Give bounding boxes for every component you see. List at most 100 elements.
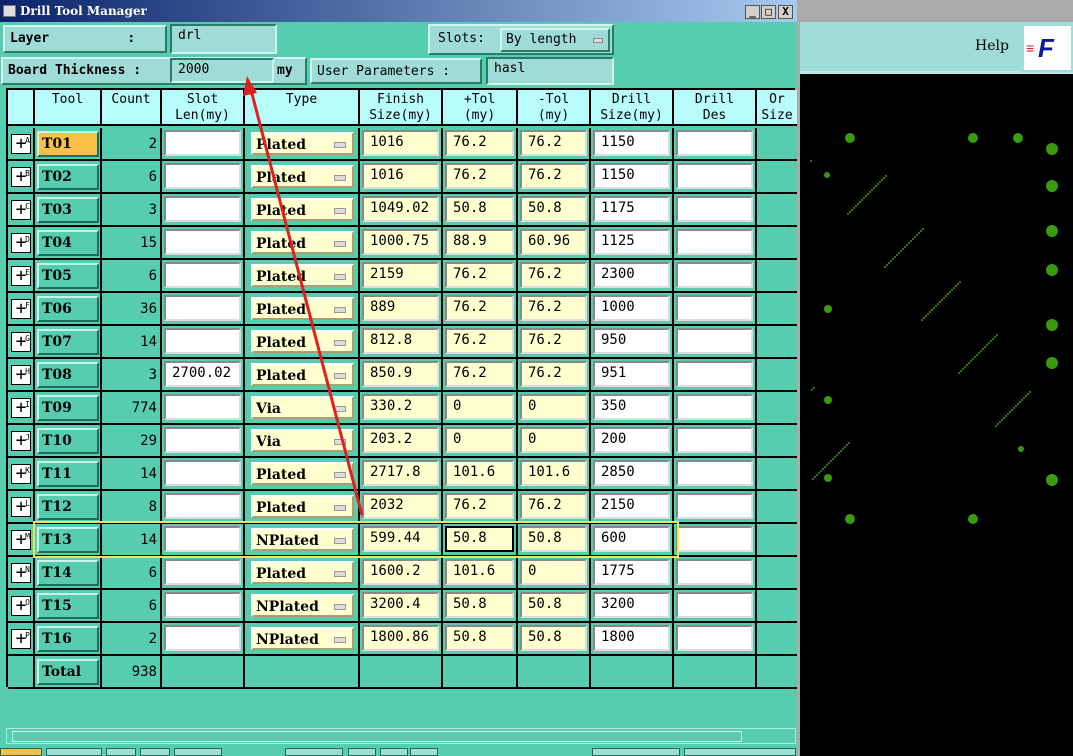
ptol-field[interactable]: 50.8 — [445, 196, 514, 222]
expand-row-icon[interactable]: + E — [11, 266, 31, 286]
finish-field[interactable]: 330.2 — [362, 394, 439, 420]
type-dropdown[interactable]: Plated — [251, 330, 354, 353]
slot-field[interactable] — [164, 394, 241, 420]
expand-row-icon[interactable]: + H — [11, 365, 31, 385]
ptol-field[interactable]: 50.8 — [445, 625, 514, 651]
slot-field[interactable] — [164, 328, 241, 354]
ptol-field[interactable]: 101.6 — [445, 559, 514, 585]
mtol-field[interactable]: 101.6 — [520, 460, 587, 486]
drill-field[interactable]: 1150 — [593, 130, 670, 156]
finish-field[interactable]: 1600.2 — [362, 559, 439, 585]
tool-button[interactable]: T03 — [37, 197, 99, 223]
layer-field[interactable]: drl — [170, 24, 277, 54]
tool-button[interactable]: T09 — [37, 395, 99, 421]
expand-row-icon[interactable]: + O — [11, 596, 31, 616]
type-dropdown[interactable]: Plated — [251, 264, 354, 287]
expand-row-icon[interactable]: + F — [11, 299, 31, 319]
finish-field[interactable]: 1016 — [362, 163, 439, 189]
tool-button[interactable]: T07 — [37, 329, 99, 355]
mtol-field[interactable]: 76.2 — [520, 295, 587, 321]
finish-field[interactable]: 3200.4 — [362, 592, 439, 618]
tool-button[interactable]: T11 — [37, 461, 99, 487]
drill-field[interactable]: 200 — [593, 427, 670, 453]
ptol-field[interactable]: 50.8 — [445, 592, 514, 618]
tool-button[interactable]: T05 — [37, 263, 99, 289]
slot-field[interactable] — [164, 295, 241, 321]
slot-field[interactable] — [164, 262, 241, 288]
drill-field[interactable]: 2300 — [593, 262, 670, 288]
slot-field[interactable] — [164, 592, 241, 618]
slot-field[interactable] — [164, 130, 241, 156]
drill-field[interactable]: 2850 — [593, 460, 670, 486]
type-dropdown[interactable]: Via — [251, 429, 354, 452]
expand-row-icon[interactable]: + D — [11, 233, 31, 253]
mtol-field[interactable]: 76.2 — [520, 493, 587, 519]
ptol-field[interactable]: 0 — [445, 427, 514, 453]
ptol-field[interactable]: 0 — [445, 394, 514, 420]
ptol-field[interactable]: 76.2 — [445, 295, 514, 321]
des-field[interactable] — [676, 328, 753, 354]
tool-button[interactable]: T14 — [37, 560, 99, 586]
tool-button[interactable]: T12 — [37, 494, 99, 520]
expand-row-icon[interactable]: + A — [11, 134, 31, 154]
type-dropdown[interactable]: NPlated — [251, 627, 354, 650]
drill-field[interactable]: 1125 — [593, 229, 670, 255]
tool-button[interactable]: T15 — [37, 593, 99, 619]
tool-button[interactable]: T16 — [37, 626, 99, 652]
pcb-canvas[interactable] — [800, 22, 1073, 756]
des-field[interactable] — [676, 526, 753, 552]
ptol-field[interactable]: 76.2 — [445, 493, 514, 519]
slot-field[interactable] — [164, 427, 241, 453]
expand-row-icon[interactable]: + K — [11, 464, 31, 484]
tool-button[interactable]: T08 — [37, 362, 99, 388]
des-field[interactable] — [676, 163, 753, 189]
type-dropdown[interactable]: Plated — [251, 462, 354, 485]
expand-row-icon[interactable]: + I — [11, 398, 31, 418]
expand-row-icon[interactable]: + G — [11, 332, 31, 352]
drill-field[interactable]: 950 — [593, 328, 670, 354]
slot-field[interactable] — [164, 526, 241, 552]
tool-button[interactable]: T02 — [37, 164, 99, 190]
mtol-field[interactable]: 50.8 — [520, 526, 587, 552]
finish-field[interactable]: 1049.02 — [362, 196, 439, 222]
expand-row-icon[interactable]: + B — [11, 167, 31, 187]
finish-field[interactable]: 850.9 — [362, 361, 439, 387]
board-thickness-field[interactable]: 2000 — [170, 58, 274, 83]
slot-field[interactable] — [164, 559, 241, 585]
mtol-field[interactable]: 50.8 — [520, 592, 587, 618]
type-dropdown[interactable]: Plated — [251, 561, 354, 584]
ptol-field[interactable]: 76.2 — [445, 328, 514, 354]
slot-field[interactable] — [164, 229, 241, 255]
user-parameters-button[interactable]: User Parameters : — [310, 58, 482, 84]
mtol-field[interactable]: 0 — [520, 559, 587, 585]
finish-field[interactable]: 1016 — [362, 130, 439, 156]
drill-field[interactable]: 1775 — [593, 559, 670, 585]
finish-field[interactable]: 203.2 — [362, 427, 439, 453]
type-dropdown[interactable]: NPlated — [251, 528, 354, 551]
drill-field[interactable]: 600 — [593, 526, 670, 552]
des-field[interactable] — [676, 361, 753, 387]
type-dropdown[interactable]: NPlated — [251, 594, 354, 617]
expand-row-icon[interactable]: + P — [11, 629, 31, 649]
expand-row-icon[interactable]: + M — [11, 530, 31, 550]
ptol-field[interactable]: 76.2 — [445, 262, 514, 288]
mtol-field[interactable]: 0 — [520, 394, 587, 420]
ptol-field[interactable]: 76.2 — [445, 130, 514, 156]
mtol-field[interactable]: 76.2 — [520, 130, 587, 156]
type-dropdown[interactable]: Plated — [251, 165, 354, 188]
des-field[interactable] — [676, 427, 753, 453]
des-field[interactable] — [676, 394, 753, 420]
slots-dropdown[interactable]: By length — [500, 28, 610, 52]
drill-field[interactable]: 1150 — [593, 163, 670, 189]
type-dropdown[interactable]: Via — [251, 396, 354, 419]
ptol-field[interactable]: 88.9 — [445, 229, 514, 255]
slot-field[interactable] — [164, 163, 241, 189]
finish-field[interactable]: 812.8 — [362, 328, 439, 354]
maximize-button[interactable]: □ — [761, 5, 776, 19]
ptol-field[interactable]: 101.6 — [445, 460, 514, 486]
des-field[interactable] — [676, 493, 753, 519]
drill-field[interactable]: 350 — [593, 394, 670, 420]
des-field[interactable] — [676, 262, 753, 288]
des-field[interactable] — [676, 295, 753, 321]
mtol-field[interactable]: 76.2 — [520, 361, 587, 387]
